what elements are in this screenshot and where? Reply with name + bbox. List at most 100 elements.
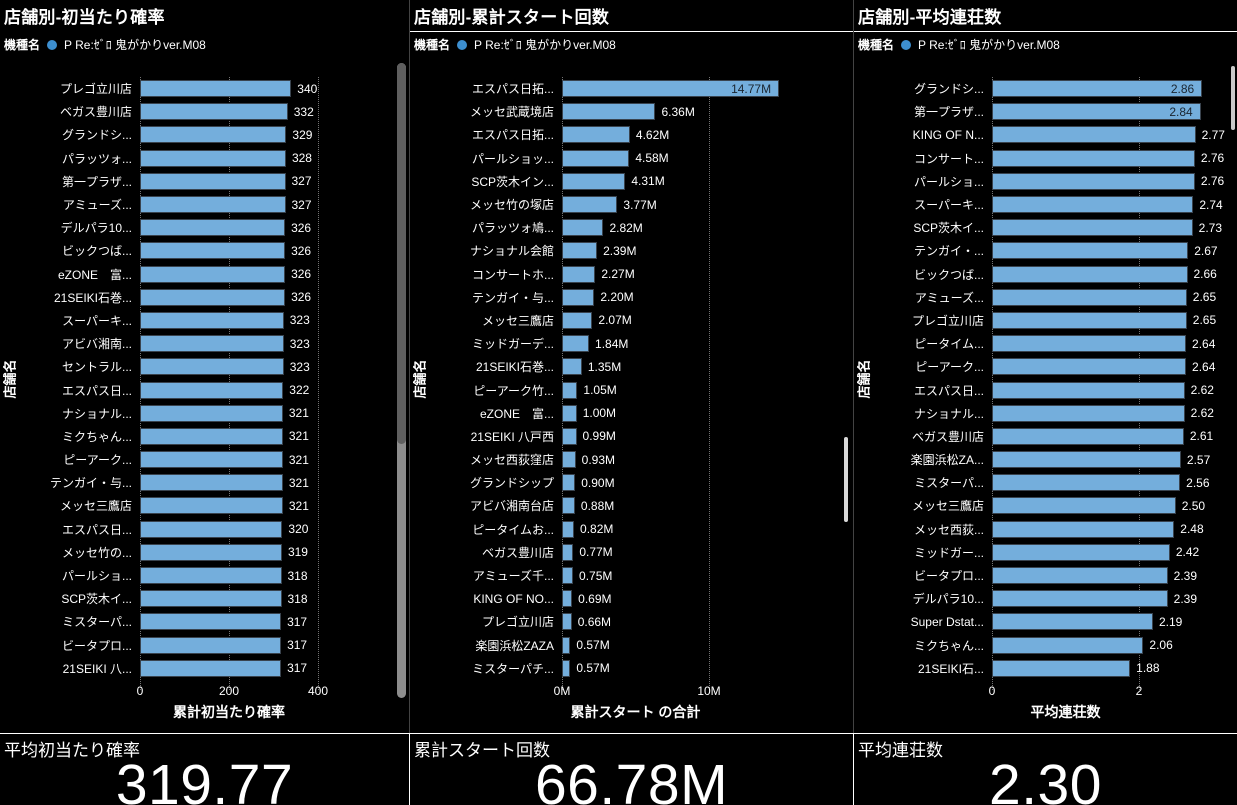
bar-zone: 4.62M — [562, 126, 839, 144]
bar[interactable]: 2.86 — [992, 80, 1203, 98]
bar[interactable] — [992, 520, 1175, 538]
bar[interactable] — [992, 288, 1187, 306]
bar[interactable] — [562, 265, 596, 283]
bar[interactable] — [992, 543, 1170, 561]
bar[interactable] — [140, 659, 282, 677]
bar[interactable] — [992, 427, 1184, 445]
bar[interactable] — [140, 242, 286, 260]
bar[interactable] — [992, 404, 1185, 422]
bar[interactable] — [562, 636, 571, 654]
bar[interactable] — [140, 567, 282, 585]
bar[interactable] — [562, 543, 574, 561]
category-label: ピーアーク... — [915, 360, 984, 375]
bar[interactable] — [140, 404, 283, 422]
bar[interactable] — [992, 196, 1194, 214]
bar[interactable] — [562, 219, 604, 237]
bar[interactable] — [562, 427, 577, 445]
bar[interactable] — [140, 149, 286, 167]
bar[interactable] — [992, 613, 1153, 631]
bar[interactable] — [140, 590, 282, 608]
bar-row: メッセ三鷹店 321 — [0, 494, 395, 517]
chart-title: 店舗別-初当たり確率 — [4, 8, 165, 27]
bar[interactable] — [140, 265, 286, 283]
bar[interactable] — [562, 451, 576, 469]
bar[interactable] — [562, 149, 630, 167]
scrollbar-thumb[interactable] — [1231, 66, 1235, 130]
bar[interactable] — [992, 567, 1168, 585]
legend-series-name: P Re:ｾﾞﾛ 鬼がかりver.M08 — [64, 38, 206, 52]
scrollbar-thumb[interactable] — [844, 437, 848, 522]
bar[interactable] — [992, 126, 1196, 144]
category-label: メッセ三鷹店 — [911, 499, 984, 514]
bar-row: メッセ竹の塚店 3.77M — [410, 193, 839, 216]
bar[interactable] — [140, 520, 283, 538]
bar-zone: 323 — [140, 335, 395, 353]
bar[interactable] — [992, 242, 1189, 260]
bar[interactable] — [562, 404, 577, 422]
bar-row: メッセ三鷹店 2.50 — [854, 494, 1223, 517]
bar[interactable] — [992, 636, 1144, 654]
bar[interactable] — [562, 126, 630, 144]
bar[interactable] — [140, 381, 284, 399]
bar[interactable] — [140, 497, 283, 515]
bar[interactable] — [562, 335, 590, 353]
bar[interactable] — [562, 613, 572, 631]
bar[interactable] — [992, 265, 1188, 283]
bar[interactable] — [992, 335, 1187, 353]
bar[interactable] — [562, 520, 575, 538]
category-label: プレゴ立川店 — [911, 313, 984, 328]
bar[interactable] — [140, 103, 288, 121]
bar[interactable] — [562, 196, 618, 214]
value-label: 0.75M — [579, 568, 613, 583]
bar[interactable] — [992, 219, 1193, 237]
bar[interactable] — [992, 172, 1195, 190]
bar[interactable] — [992, 149, 1195, 167]
value-label: 2.64 — [1192, 359, 1216, 374]
bar[interactable] — [992, 451, 1181, 469]
bar[interactable] — [140, 474, 283, 492]
bar[interactable] — [992, 590, 1168, 608]
value-label: 2.61 — [1189, 429, 1214, 444]
bar[interactable] — [562, 242, 598, 260]
category-label: プレゴ立川店 — [59, 82, 132, 97]
bar-row: ミスターパ... 317 — [0, 610, 395, 633]
bar[interactable] — [992, 659, 1131, 677]
bar[interactable]: 14.77M — [562, 80, 780, 98]
bar[interactable] — [140, 427, 283, 445]
bar[interactable] — [140, 196, 286, 214]
bar[interactable] — [562, 358, 582, 376]
bar[interactable] — [562, 288, 595, 306]
bar[interactable] — [992, 381, 1185, 399]
bar[interactable] — [992, 497, 1176, 515]
bar[interactable] — [140, 335, 284, 353]
category-label: KING OF NO... — [473, 591, 554, 606]
bar[interactable] — [992, 311, 1187, 329]
category-label: パールショ... — [61, 569, 132, 584]
bar[interactable] — [140, 172, 286, 190]
bar[interactable]: 2.84 — [992, 103, 1201, 121]
bar[interactable] — [140, 311, 284, 329]
scrollbar-thumb[interactable] — [397, 63, 406, 444]
bar[interactable] — [140, 451, 283, 469]
bar[interactable] — [140, 543, 282, 561]
bar[interactable] — [562, 311, 593, 329]
bar[interactable] — [992, 358, 1187, 376]
bar[interactable] — [140, 80, 292, 98]
bar[interactable] — [562, 103, 656, 121]
bar[interactable] — [562, 474, 576, 492]
vertical-scrollbar[interactable] — [397, 63, 406, 698]
bar[interactable] — [992, 474, 1181, 492]
bar[interactable] — [140, 219, 286, 237]
bar[interactable] — [562, 659, 571, 677]
bar[interactable] — [140, 613, 282, 631]
bar[interactable] — [562, 497, 575, 515]
bar[interactable] — [140, 126, 287, 144]
bar[interactable] — [562, 172, 626, 190]
bar[interactable] — [140, 288, 286, 306]
bar[interactable] — [562, 567, 574, 585]
bar[interactable] — [562, 381, 578, 399]
bar[interactable] — [140, 636, 282, 654]
bar[interactable] — [140, 358, 284, 376]
bar-zone: 328 — [140, 149, 395, 167]
bar[interactable] — [562, 590, 573, 608]
